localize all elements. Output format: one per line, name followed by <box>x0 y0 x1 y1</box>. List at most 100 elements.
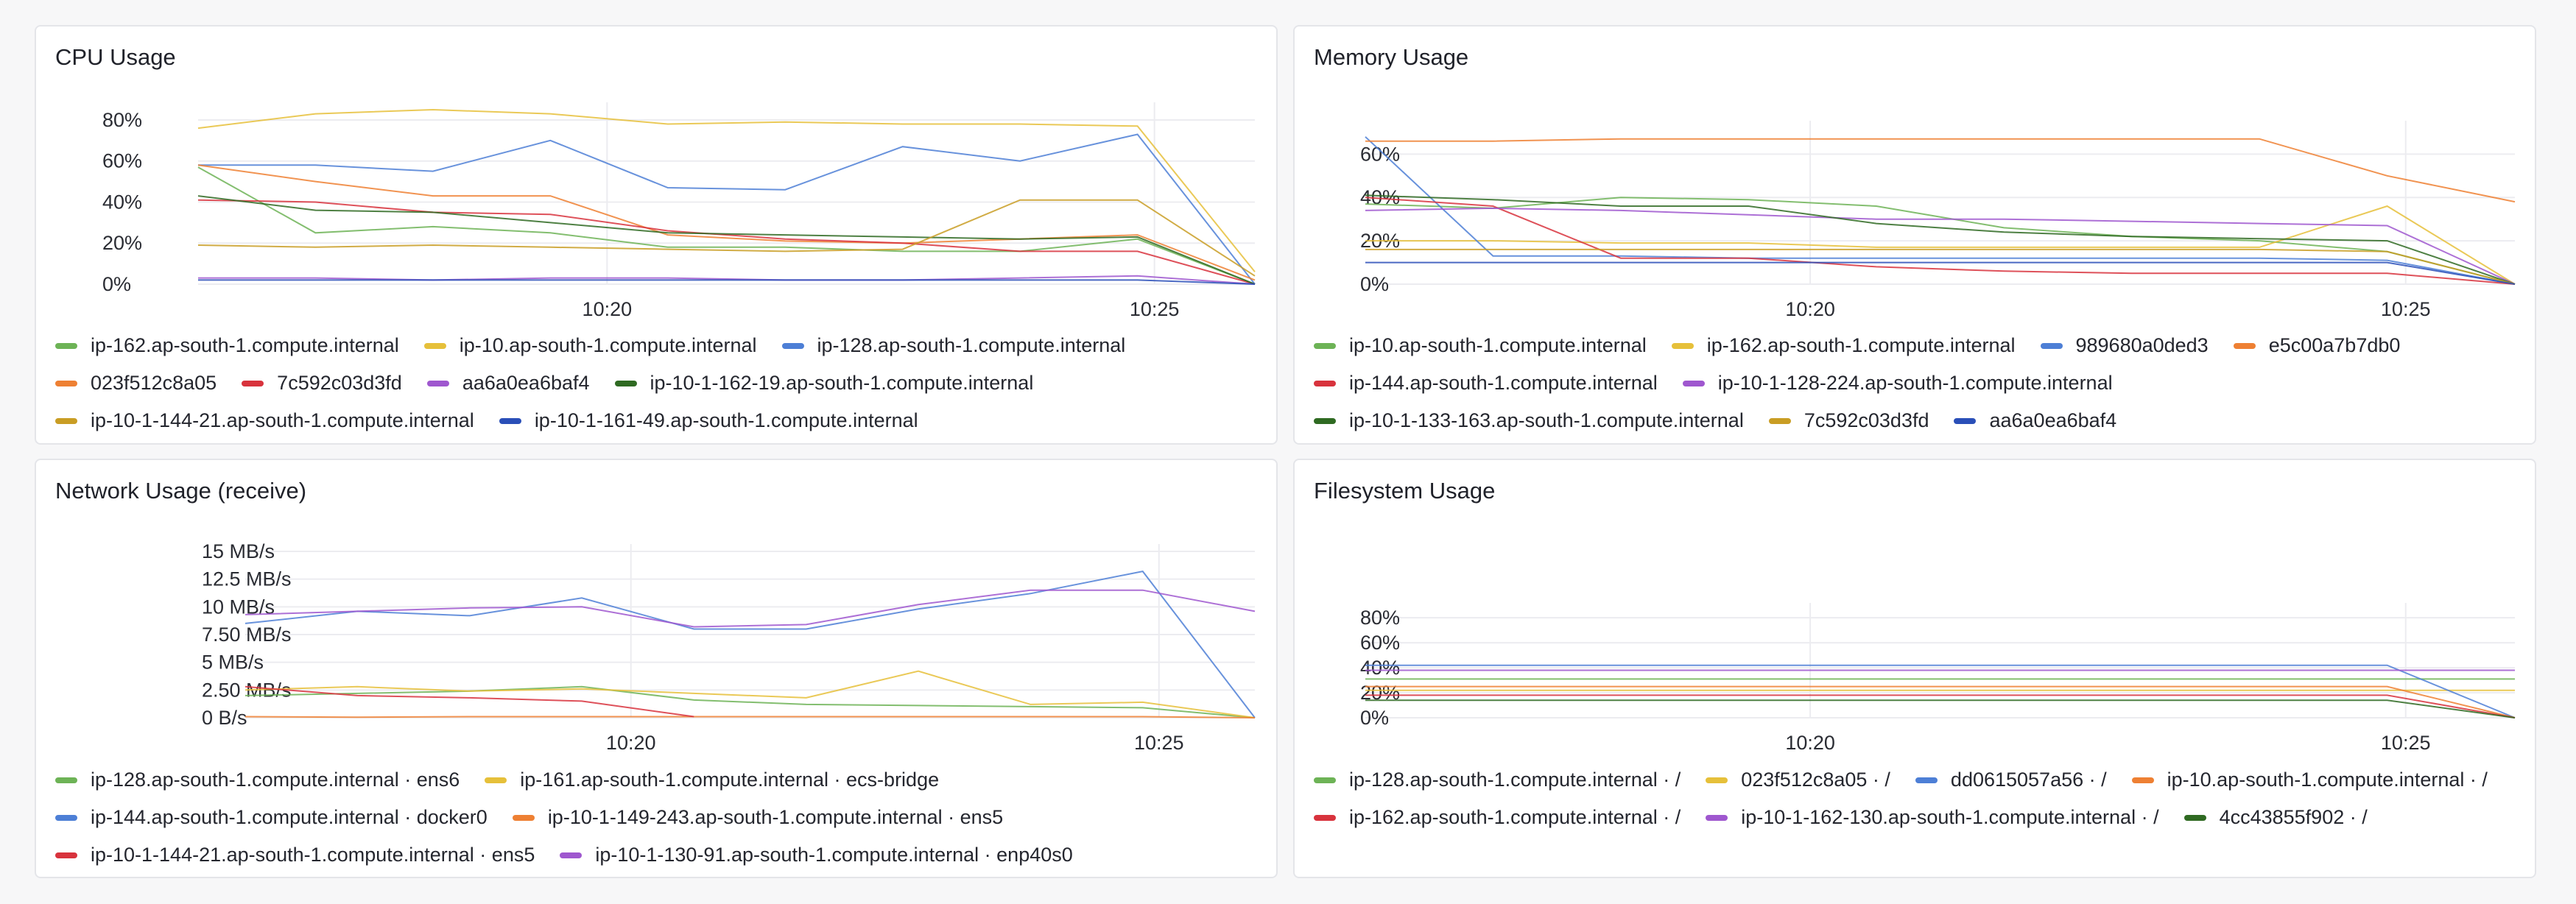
legend-swatch-icon <box>55 342 77 349</box>
legend-label: ip-128.ap-south-1.compute.internal <box>817 334 1126 356</box>
legend-swatch-icon <box>512 814 535 821</box>
series-line-3[interactable] <box>1365 138 2516 203</box>
series-line-5[interactable] <box>244 589 1256 628</box>
series-line-6[interactable] <box>197 195 1256 285</box>
memory-usage-chart[interactable]: 0%20%40%60%10:20 10:25 <box>1295 27 2536 336</box>
series-line-8[interactable] <box>198 279 1256 285</box>
legend-item[interactable]: ip-128.ap-south-1.compute.internal <box>781 332 1126 359</box>
x-tick-label: 10:20 <box>583 298 633 320</box>
series-line-3[interactable] <box>1365 685 2516 718</box>
legend-label: dd0615057a56 · / <box>1950 769 2107 791</box>
series-line-7[interactable] <box>1365 248 2516 285</box>
legend-item[interactable]: ip-10.ap-south-1.compute.internal <box>423 332 757 359</box>
series-line-4[interactable] <box>1365 197 2516 285</box>
legend-label: e5c00a7b7db0 <box>2268 334 2401 356</box>
legend-item[interactable]: ip-10-1-130-91.ap-south-1.compute.intern… <box>560 841 1073 869</box>
legend-swatch-icon <box>1768 417 1791 424</box>
legend-item[interactable]: ip-144.ap-south-1.compute.internal · doc… <box>55 804 488 831</box>
legend-item[interactable]: aa6a0ea6baf4 <box>426 370 590 397</box>
legend-swatch-icon <box>781 342 804 349</box>
legend-item[interactable]: ip-10-1-144-21.ap-south-1.compute.intern… <box>55 407 474 434</box>
legend-item[interactable]: ip-10.ap-south-1.compute.internal <box>1314 332 1647 359</box>
series-line-7[interactable] <box>197 199 1256 277</box>
legend-item[interactable]: ip-10-1-149-243.ap-south-1.compute.inter… <box>512 804 1003 831</box>
legend-item[interactable]: ip-161.ap-south-1.compute.internal · ecs… <box>485 766 939 794</box>
series-line-5[interactable] <box>1365 207 2516 285</box>
legend-item[interactable]: 7c592c03d3fd <box>1768 407 1929 434</box>
legend-label: ip-144.ap-south-1.compute.internal · doc… <box>91 806 488 828</box>
legend-swatch-icon <box>1682 380 1705 386</box>
cpu-usage-panel: CPU Usage 0% 20% 40% 60% 80% 10:20 10:25 ip-16… <box>35 25 1278 445</box>
series-line-4[interactable] <box>1365 694 2516 718</box>
legend-item[interactable]: ip-128.ap-south-1.compute.internal · ens… <box>55 766 460 794</box>
x-tick-label: 10:25 <box>2381 732 2431 754</box>
legend-item[interactable]: dd0615057a56 · / <box>1915 766 2107 794</box>
y-tick-label: 40% <box>1360 657 1400 679</box>
y-tick-label: 0 B/s <box>202 707 247 729</box>
panel-title: Network Usage (receive) <box>55 478 307 504</box>
legend-swatch-icon <box>426 380 449 386</box>
y-tick-label: 60% <box>1360 632 1400 654</box>
series-line-2[interactable] <box>198 133 1256 285</box>
legend-item[interactable]: ip-162.ap-south-1.compute.internal <box>1671 332 2016 359</box>
legend-label: 7c592c03d3fd <box>277 372 402 394</box>
y-tick-label: 0% <box>102 273 131 295</box>
legend-item[interactable]: ip-162.ap-south-1.compute.internal <box>55 332 399 359</box>
legend-item[interactable]: ip-10-1-133-163.ap-south-1.compute.inter… <box>1314 407 1744 434</box>
legend-item[interactable]: e5c00a7b7db0 <box>2233 332 2401 359</box>
legend-label: ip-10-1-161-49.ap-south-1.compute.intern… <box>534 409 918 431</box>
legend-label: aa6a0ea6baf4 <box>1989 409 2117 431</box>
panel-title: Memory Usage <box>1314 44 1469 70</box>
legend-item[interactable]: ip-10-1-144-21.ap-south-1.compute.intern… <box>55 841 535 869</box>
legend-item[interactable]: 7c592c03d3fd <box>242 370 402 397</box>
grid-lines <box>245 544 1255 718</box>
legend-item[interactable]: ip-10.ap-south-1.compute.internal · / <box>2131 766 2488 794</box>
series-line-3[interactable] <box>244 716 1256 718</box>
legend-swatch-icon <box>1314 417 1336 424</box>
series-line-4[interactable] <box>244 685 694 718</box>
legend-label: ip-10.ap-south-1.compute.internal <box>1349 334 1647 356</box>
series-line-8[interactable] <box>1365 261 2516 285</box>
series-line-3[interactable] <box>197 164 1256 281</box>
series-line-1[interactable] <box>244 670 1256 718</box>
network-usage-chart[interactable]: 0 B/s2.50 MB/s5 MB/s7.50 MB/s10 MB/s12.5… <box>36 460 1278 769</box>
legend-item[interactable]: 023f512c8a05 · / <box>1706 766 1890 794</box>
legend-item[interactable]: ip-10-1-162-19.ap-south-1.compute.intern… <box>614 370 1033 397</box>
series-line-2[interactable] <box>1365 136 2516 285</box>
filesystem-usage-chart[interactable]: 0%20%40%60%80%10:20 10:25 <box>1295 460 2536 769</box>
legend-item[interactable]: 023f512c8a05 <box>55 370 217 397</box>
series-line-6[interactable] <box>1365 194 2516 285</box>
network-usage-panel: Network Usage (receive) 0 B/s 2.50 MB/s 5 … <box>35 459 1278 878</box>
series-line-2[interactable] <box>1365 664 2516 718</box>
series-line-0[interactable] <box>197 166 1256 285</box>
legend-swatch-icon <box>1706 777 1728 783</box>
y-tick-label: 40% <box>102 191 142 213</box>
legend-swatch-icon <box>55 814 77 821</box>
series-line-1[interactable] <box>1365 205 2516 285</box>
series-line-6[interactable] <box>1365 699 2516 718</box>
series-line-4[interactable] <box>197 199 1256 285</box>
series-line-5[interactable] <box>198 275 1256 285</box>
legend-swatch-icon <box>55 380 77 386</box>
x-tick-label: 10:20 <box>606 732 656 754</box>
series-line-1[interactable] <box>197 108 1256 272</box>
series-line-0[interactable] <box>244 685 1256 718</box>
y-tick-label: 0% <box>1360 273 1389 295</box>
legend-label: 989680a0ded3 <box>2075 334 2209 356</box>
legend-item[interactable]: ip-144.ap-south-1.compute.internal <box>1314 370 1658 397</box>
legend-item[interactable]: ip-162.ap-south-1.compute.internal · / <box>1314 804 1681 831</box>
cpu-usage-chart[interactable]: 0% 20% 40% 60% 80% 10:20 10:25 <box>36 27 1278 336</box>
y-tick-label: 80% <box>102 109 142 131</box>
legend-label: ip-162.ap-south-1.compute.internal <box>1706 334 2016 356</box>
series-line-2[interactable] <box>244 570 1256 718</box>
legend-item[interactable]: ip-128.ap-south-1.compute.internal · / <box>1314 766 1681 794</box>
legend-item[interactable]: ip-10-1-161-49.ap-south-1.compute.intern… <box>499 407 918 434</box>
legend-item[interactable]: ip-10-1-128-224.ap-south-1.compute.inter… <box>1682 370 2113 397</box>
legend-item[interactable]: 989680a0ded3 <box>2040 332 2209 359</box>
chart-legend: ip-128.ap-south-1.compute.internal · / 02… <box>1314 766 2520 831</box>
legend-item[interactable]: aa6a0ea6baf4 <box>1954 407 2116 434</box>
legend-swatch-icon <box>485 777 507 783</box>
legend-item[interactable]: ip-10-1-162-130.ap-south-1.compute.inter… <box>1706 804 2159 831</box>
legend-label: ip-128.ap-south-1.compute.internal · / <box>1349 769 1681 791</box>
legend-item[interactable]: 4cc43855f902 · / <box>2183 804 2368 831</box>
